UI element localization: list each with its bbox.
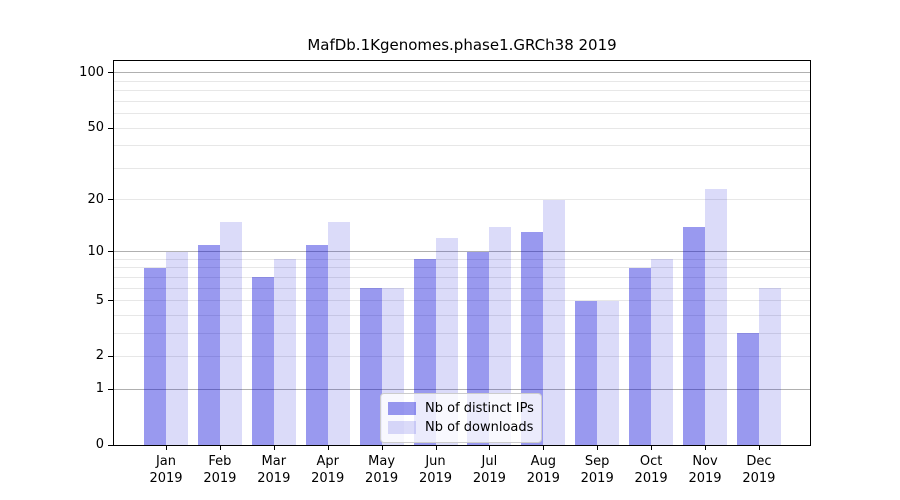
bar-downloads (273, 259, 296, 445)
bar-downloads (705, 188, 727, 445)
y-tick-label: 0 (95, 437, 104, 452)
x-tick-label: Nov 2019 (688, 454, 722, 486)
y-tick-mark (108, 300, 113, 302)
minor-gridline (114, 332, 810, 334)
x-tick-mark (381, 445, 383, 450)
major-gridline (114, 72, 810, 74)
x-tick-mark (597, 445, 599, 450)
bar-downloads (758, 288, 781, 445)
minor-gridline (114, 199, 810, 201)
y-tick-label: 50 (87, 120, 104, 136)
minor-gridline (114, 355, 810, 357)
y-tick-mark (108, 388, 113, 390)
x-tick-label: Feb 2019 (203, 454, 237, 486)
minor-gridline (114, 145, 810, 147)
minor-gridline (114, 267, 810, 269)
y-tick-label: 1 (95, 381, 104, 397)
bar-distinct-ips (305, 244, 328, 445)
legend-entry-distinct-ips: Nb of distinct IPs (388, 399, 534, 418)
y-tick-mark (108, 127, 113, 129)
bar-distinct-ips (197, 244, 220, 445)
bar-distinct-ips (144, 267, 166, 445)
bar-distinct-ips (359, 288, 382, 445)
bar-distinct-ips (575, 300, 598, 445)
minor-gridline (114, 100, 810, 102)
legend-label-distinct-ips: Nb of distinct IPs (425, 401, 534, 416)
legend-swatch-distinct-ips-icon (388, 402, 416, 415)
x-tick-mark (705, 445, 706, 450)
bar-distinct-ips (629, 267, 652, 445)
x-tick-mark (651, 445, 653, 450)
legend-swatch-downloads-icon (388, 421, 416, 434)
minor-gridline (114, 300, 810, 302)
x-tick-mark (273, 445, 275, 450)
y-tick-mark (108, 199, 113, 201)
x-tick-label: May 2019 (365, 454, 399, 486)
minor-gridline (114, 80, 810, 82)
bar-distinct-ips (251, 277, 274, 445)
x-tick-label: Mar 2019 (257, 454, 291, 486)
x-tick-label: Dec 2019 (742, 454, 776, 486)
bar-distinct-ips (683, 226, 705, 445)
plot-area: 100 50 20 10 5 2 1 0 Jan 2019 Feb 2019 Mar 2019 Apr 20… (79, 60, 811, 486)
minor-gridline (114, 276, 810, 278)
x-tick-label: Jul 2019 (472, 454, 506, 486)
major-gridline (114, 251, 810, 253)
legend-entry-downloads: Nb of downloads (388, 418, 533, 437)
bar-distinct-ips (521, 232, 544, 445)
minor-gridline (114, 314, 810, 316)
x-tick-mark (758, 445, 760, 450)
bar-downloads (597, 300, 620, 445)
y-tick-label: 100 (79, 64, 104, 80)
minor-gridline (114, 113, 810, 115)
chart-title: MafDb.1Kgenomes.phase1.GRCh38 2019 (307, 36, 617, 54)
x-tick-mark (166, 445, 167, 450)
legend-label-downloads: Nb of downloads (425, 420, 534, 435)
x-tick-mark (489, 445, 491, 450)
x-tick-mark (219, 445, 221, 450)
minor-gridline (114, 167, 810, 169)
y-tick-label: 20 (87, 191, 104, 207)
bar-downloads (166, 251, 188, 445)
bar-downloads (651, 259, 674, 445)
y-tick-label: 5 (95, 292, 104, 308)
x-tick-mark (543, 445, 545, 450)
x-tick-label: Oct 2019 (634, 454, 668, 486)
minor-gridline (114, 287, 810, 289)
x-tick-label: Jan 2019 (149, 454, 183, 486)
y-tick-mark (108, 251, 113, 253)
y-tick-label: 2 (95, 348, 104, 364)
bar-downloads (543, 199, 566, 445)
x-tick-mark (327, 445, 329, 450)
x-tick-mark (435, 445, 437, 450)
bar-downloads (489, 226, 512, 445)
x-tick-label: Apr 2019 (311, 454, 345, 486)
y-tick-mark (108, 72, 113, 74)
y-tick-mark (108, 355, 113, 357)
x-tick-label: Jun 2019 (418, 454, 453, 486)
y-tick-mark (108, 444, 113, 446)
bar-downloads (327, 221, 350, 445)
minor-gridline (114, 127, 810, 129)
minor-gridline (114, 90, 810, 92)
minor-gridline (114, 258, 810, 260)
x-tick-label: Sep 2019 (580, 454, 614, 486)
y-tick-label: 10 (87, 243, 104, 259)
x-tick-label: Aug 2019 (526, 454, 560, 486)
bar-downloads (219, 221, 242, 445)
bar-distinct-ips (736, 333, 759, 445)
major-gridline (114, 388, 810, 390)
legend: Nb of distinct IPs Nb of downloads (380, 393, 542, 443)
